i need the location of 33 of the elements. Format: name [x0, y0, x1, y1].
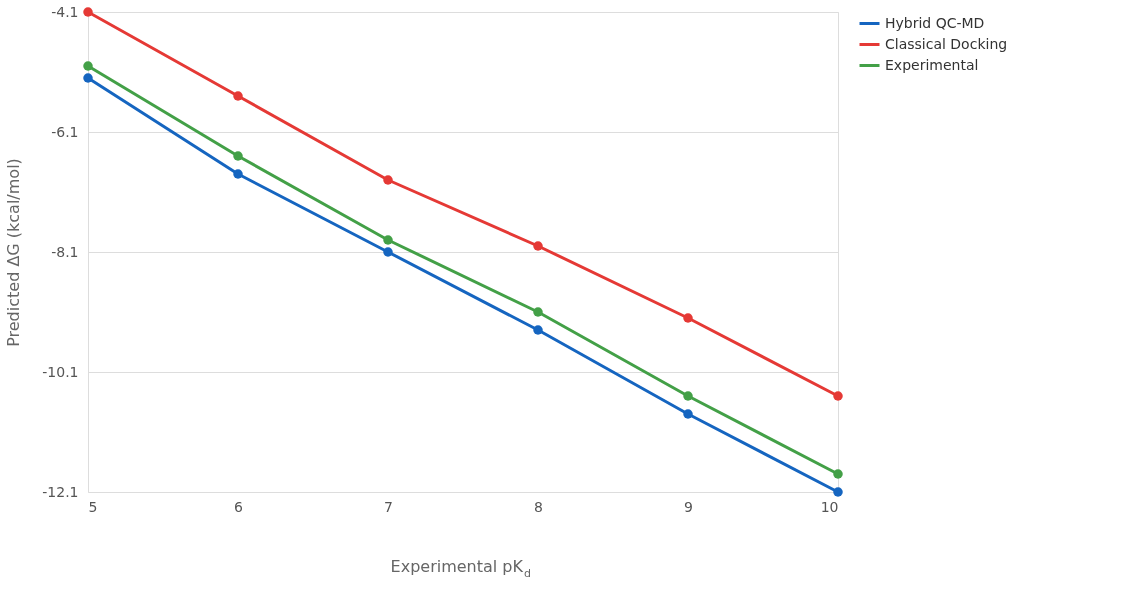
y-tick-label: -4.1	[51, 3, 79, 20]
x-tick-label: 8	[534, 498, 543, 515]
point	[533, 325, 543, 335]
point	[533, 241, 543, 251]
point	[683, 409, 693, 419]
point	[383, 175, 393, 185]
point	[833, 487, 843, 497]
legend-label: Experimental	[885, 56, 979, 73]
y-tick-label: -12.1	[42, 483, 79, 500]
point	[683, 391, 693, 401]
point	[233, 169, 243, 179]
x-tick-label: 7	[384, 498, 393, 515]
point	[233, 91, 243, 101]
y-tick-label: -6.1	[51, 123, 79, 140]
point	[233, 151, 243, 161]
point	[833, 391, 843, 401]
x-tick-label: 10	[820, 498, 839, 515]
legend-label: Hybrid QC-MD	[885, 14, 985, 31]
point	[833, 469, 843, 479]
point	[83, 61, 93, 71]
x-tick-label: 5	[88, 498, 98, 515]
x-tick-label: 9	[684, 498, 693, 515]
y-tick-label: -8.1	[51, 243, 79, 260]
point	[383, 235, 393, 245]
y-tick-label: -10.1	[42, 363, 79, 380]
y-axis-title: Predicted ΔG (kcal/mol)	[4, 158, 24, 347]
x-tick-label: 6	[234, 498, 244, 515]
point	[533, 307, 543, 317]
point	[383, 247, 393, 257]
legend-label: Classical Docking	[885, 35, 1008, 52]
point	[83, 73, 93, 83]
point	[83, 7, 93, 17]
point	[683, 313, 693, 323]
